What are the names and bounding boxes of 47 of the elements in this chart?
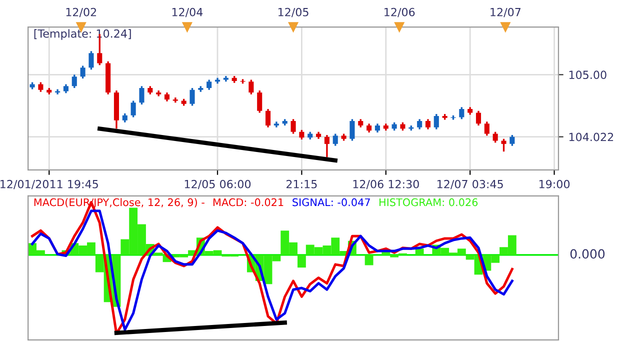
candlestick xyxy=(299,129,304,140)
candlestick xyxy=(417,118,422,130)
text: 12/05 xyxy=(278,8,308,18)
bar xyxy=(297,254,306,268)
bar xyxy=(415,248,424,255)
candlestick xyxy=(190,87,195,107)
candlestick xyxy=(492,131,498,144)
candlestick xyxy=(206,78,212,91)
candlestick xyxy=(425,118,431,130)
y-tick-label: 104.022 xyxy=(569,132,614,142)
x-tick-label: 12/05 06:00 xyxy=(184,180,251,190)
text: SIGNAL: -0.047 xyxy=(292,198,370,206)
candlestick xyxy=(38,81,44,93)
candlestick xyxy=(80,64,86,80)
candlestick xyxy=(510,134,515,147)
candlestick xyxy=(139,85,144,106)
candlestick xyxy=(484,120,490,136)
candlestick xyxy=(88,50,94,70)
candlestick xyxy=(324,134,330,158)
text: 12/06 xyxy=(384,8,415,18)
annotation: [Template: 10.24] xyxy=(34,29,131,40)
text: HISTOGRAM: 0.026 xyxy=(380,198,478,206)
candlestick xyxy=(459,106,464,120)
candlestick xyxy=(265,108,271,128)
candlestick xyxy=(332,132,338,147)
candlestick xyxy=(130,100,136,118)
candlestick xyxy=(350,118,355,142)
text: 12/07 xyxy=(490,8,520,18)
x-tick-label: 12/06 12:30 xyxy=(353,180,419,190)
text: 12/02 xyxy=(66,8,96,18)
candlestick xyxy=(476,110,482,126)
ref-line-label: 0.000 xyxy=(570,249,605,259)
x-tick-label: 12/01/2011 19:45 xyxy=(0,180,98,190)
bar xyxy=(364,254,374,266)
candlestick xyxy=(290,118,296,135)
candlestick xyxy=(72,74,77,89)
y-tick-label: 105.00 xyxy=(569,70,606,80)
candlestick xyxy=(434,113,439,130)
x-tick-label: 12/07 03:45 xyxy=(438,180,503,190)
text: MACD: -0.021 xyxy=(213,198,284,206)
candlestick xyxy=(248,78,254,96)
candlestick xyxy=(257,90,262,114)
x-tick-label: 19:00 xyxy=(539,180,570,188)
candlestick xyxy=(501,138,506,152)
x-tick-label: 21:15 xyxy=(286,180,317,188)
bar xyxy=(390,254,399,258)
text: 12/04 xyxy=(172,8,203,18)
